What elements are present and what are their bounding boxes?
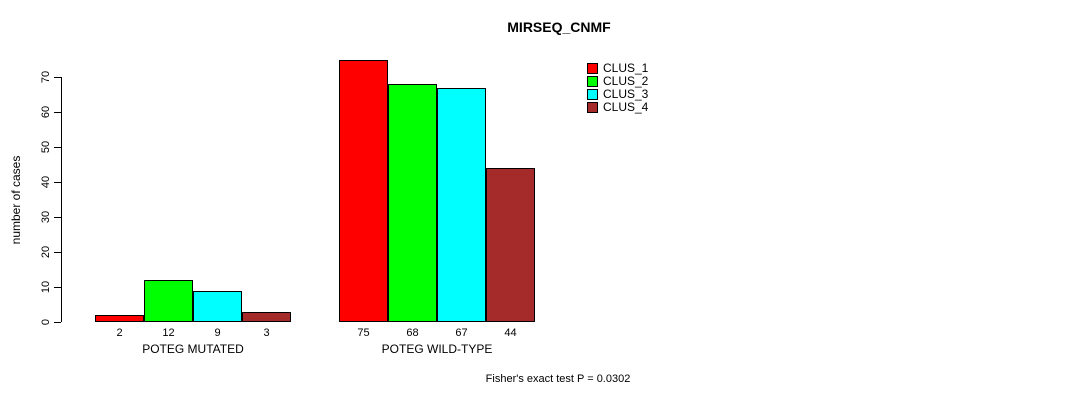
legend-swatch-CLUS_4 xyxy=(587,102,598,113)
bar-CLUS_4 xyxy=(486,168,535,322)
y-axis-tick-label: 60 xyxy=(40,105,52,119)
y-axis-tick xyxy=(54,76,61,78)
legend-label: CLUS_1 xyxy=(603,61,649,75)
x-axis-group-label: POTEG MUTATED xyxy=(142,342,244,356)
bar-CLUS_2 xyxy=(144,280,193,322)
bar-value-label: 9 xyxy=(214,327,221,339)
y-axis-tick xyxy=(54,251,61,253)
y-axis-tick xyxy=(54,146,61,148)
bar-value-label: 12 xyxy=(162,327,175,339)
y-axis-tick-label: 50 xyxy=(40,140,52,154)
y-axis-title: number of cases xyxy=(9,155,23,245)
legend-item-CLUS_4: CLUS_4 xyxy=(587,100,649,114)
y-axis-tick-label: 20 xyxy=(40,245,52,259)
x-axis-group-label: POTEG WILD-TYPE xyxy=(381,342,493,356)
y-axis-tick-label: 10 xyxy=(40,280,52,294)
y-axis-tick xyxy=(54,181,61,183)
y-axis-tick-label: 0 xyxy=(40,318,52,326)
legend-item-CLUS_2: CLUS_2 xyxy=(587,74,649,88)
bar-CLUS_1 xyxy=(95,315,144,322)
y-axis-tick xyxy=(54,286,61,288)
bar-CLUS_1 xyxy=(339,59,388,322)
y-axis-tick xyxy=(54,111,61,113)
bar-value-label: 44 xyxy=(504,327,517,339)
legend-item-CLUS_3: CLUS_3 xyxy=(587,87,649,101)
fisher-test-annotation: Fisher's exact test P = 0.0302 xyxy=(485,373,631,385)
y-axis-tick xyxy=(54,216,61,218)
y-axis-tick-label: 70 xyxy=(40,70,52,84)
y-axis-tick-label: 30 xyxy=(40,210,52,224)
bar-value-label: 67 xyxy=(455,327,468,339)
bar-value-label: 3 xyxy=(263,327,270,339)
y-axis-line xyxy=(61,77,62,322)
legend-label: CLUS_4 xyxy=(603,100,649,114)
legend-label: CLUS_2 xyxy=(603,74,649,88)
legend-label: CLUS_3 xyxy=(603,87,649,101)
bar-CLUS_3 xyxy=(437,87,486,322)
bar-value-label: 68 xyxy=(406,327,419,339)
y-axis-tick xyxy=(54,321,61,323)
legend-swatch-CLUS_3 xyxy=(587,89,598,100)
bar-CLUS_3 xyxy=(193,290,242,322)
chart-title: MIRSEQ_CNMF xyxy=(507,19,611,35)
legend-item-CLUS_1: CLUS_1 xyxy=(587,61,649,75)
legend-swatch-CLUS_2 xyxy=(587,76,598,87)
legend: CLUS_1 CLUS_2 CLUS_3 CLUS_4 xyxy=(587,61,649,115)
bar-CLUS_4 xyxy=(242,311,291,322)
bar-value-label: 75 xyxy=(357,327,370,339)
y-axis-tick-label: 40 xyxy=(40,175,52,189)
bar-CLUS_2 xyxy=(388,84,437,322)
bar-value-label: 2 xyxy=(116,327,123,339)
legend-swatch-CLUS_1 xyxy=(587,63,598,74)
